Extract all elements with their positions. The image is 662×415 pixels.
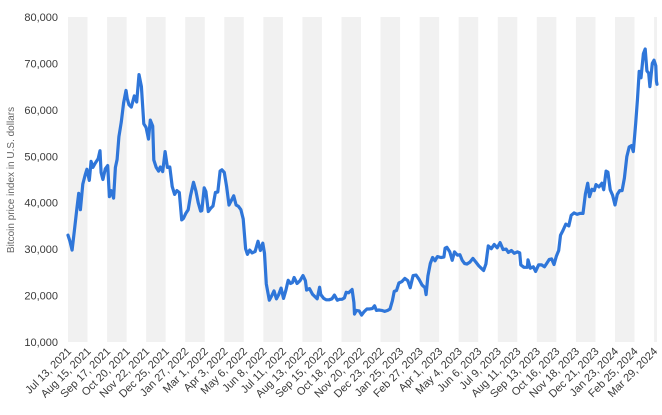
grid-band (185, 17, 205, 342)
y-tick-label: 50,000 (24, 151, 58, 163)
y-tick-label: 20,000 (24, 291, 58, 303)
grid-band (224, 17, 244, 342)
y-tick-label: 10,000 (24, 337, 58, 349)
y-tick-label: 30,000 (24, 244, 58, 256)
grid-band (536, 17, 557, 342)
y-tick-label: 40,000 (24, 198, 58, 210)
y-tick-label: 70,000 (24, 58, 58, 70)
series-layer (66, 47, 659, 317)
grid-band (380, 17, 401, 342)
y-axis-title: Bitcoin price index in U.S. dollars (6, 107, 17, 253)
grid-band (497, 17, 518, 342)
y-tick-label: 80,000 (24, 12, 58, 24)
grid-band (107, 17, 127, 342)
grid-band (654, 17, 657, 342)
grid-band (146, 17, 166, 342)
grid-band (263, 17, 283, 342)
grid-band (302, 17, 322, 342)
grid-bands (68, 17, 657, 342)
grid-band (68, 17, 88, 342)
grid-band (575, 17, 596, 342)
y-axis-ticks: 10,000 20,000 30,000 40,000 50,000 60,000 70,0… (24, 12, 58, 349)
price-series-line (66, 47, 659, 317)
grid-band (341, 17, 362, 342)
grid-band (458, 17, 479, 342)
y-tick-label: 60,000 (24, 105, 58, 117)
grid-band (419, 17, 440, 342)
